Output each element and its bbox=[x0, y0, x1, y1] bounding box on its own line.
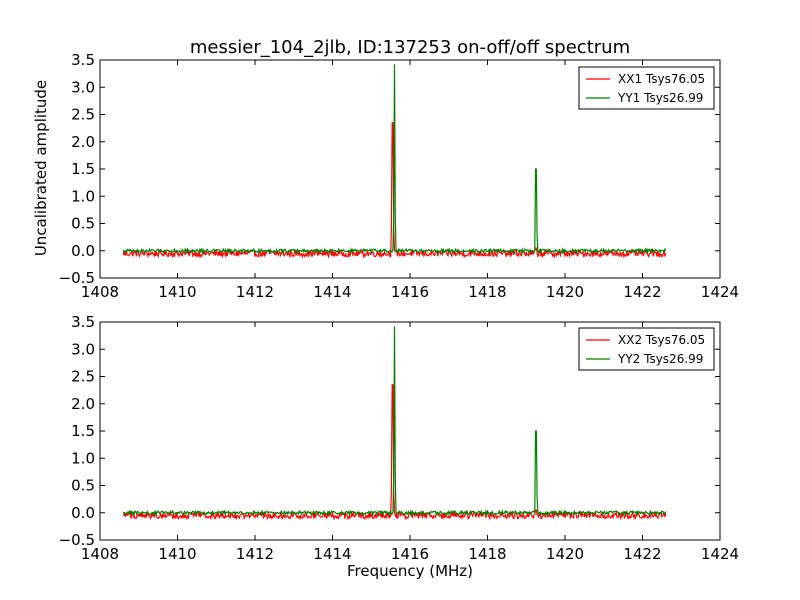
bottom-panel: 1408 1410 1412 1414 1416 1418 1420 1422 1424 −0.5… bbox=[59, 313, 740, 580]
y-tick-label: 2.5 bbox=[71, 106, 95, 124]
chart-title: messier_104_2jlb, ID:137253 on-off/off s… bbox=[190, 37, 630, 58]
y-tick-label: 1.0 bbox=[71, 187, 95, 205]
x-tick-label: 1416 bbox=[391, 283, 429, 301]
legend-box bbox=[578, 327, 715, 371]
y-tick-label: 3.5 bbox=[71, 313, 95, 331]
y-tick-label: 3.5 bbox=[71, 51, 95, 69]
x-tick-label: 1422 bbox=[623, 283, 661, 301]
y-tick-label: 1.0 bbox=[71, 449, 95, 467]
x-tick-label: 1420 bbox=[546, 545, 584, 563]
y-axis-label: Uncalibrated amplitude bbox=[32, 80, 50, 256]
y-tick-label: 0.0 bbox=[71, 504, 95, 522]
y-tick-label: 1.5 bbox=[71, 160, 95, 178]
x-tick-label: 1410 bbox=[158, 283, 196, 301]
x-tick-label: 1418 bbox=[468, 283, 506, 301]
legend-label: YY1 Tsys26.99 bbox=[617, 91, 703, 105]
y-tick-label: 2.0 bbox=[71, 395, 95, 413]
x-tick-label: 1408 bbox=[81, 283, 119, 301]
x-tick-label: 1410 bbox=[158, 545, 196, 563]
top-panel: 1408 1410 1412 1414 1416 1418 1420 1422 1424 −0.5… bbox=[32, 51, 739, 301]
x-tick-label: 1414 bbox=[313, 545, 351, 563]
legend-label: YY2 Tsys26.99 bbox=[617, 352, 703, 366]
y-tick-label: 3.0 bbox=[71, 340, 95, 358]
y-tick-label: 3.0 bbox=[71, 78, 95, 96]
x-tick-label: 1418 bbox=[468, 545, 506, 563]
legend-label: XX2 Tsys76.05 bbox=[618, 333, 705, 347]
y-tick-label: 2.5 bbox=[71, 368, 95, 386]
legend-box bbox=[578, 66, 715, 110]
x-tick-label: 1412 bbox=[236, 283, 274, 301]
y-tick-label: −0.5 bbox=[59, 269, 95, 287]
x-axis-label: Frequency (MHz) bbox=[347, 562, 473, 580]
y-tick-label: −0.5 bbox=[59, 531, 95, 549]
x-tick-label: 1412 bbox=[236, 545, 274, 563]
x-tick-label: 1416 bbox=[391, 545, 429, 563]
y-tick-label: 0.5 bbox=[71, 477, 95, 495]
y-tick-label: 0.5 bbox=[71, 215, 95, 233]
x-tick-label: 1424 bbox=[701, 545, 739, 563]
series-line-yy bbox=[122, 326, 667, 517]
legend: XX2 Tsys76.05 YY2 Tsys26.99 bbox=[578, 327, 715, 371]
y-tick-label: 0.0 bbox=[71, 242, 95, 260]
x-tick-label: 1414 bbox=[313, 283, 351, 301]
legend-label: XX1 Tsys76.05 bbox=[618, 72, 705, 86]
y-tick-label: 2.0 bbox=[71, 133, 95, 151]
series-line-yy bbox=[122, 64, 667, 255]
x-tick-label: 1408 bbox=[81, 545, 119, 563]
x-tick-label: 1422 bbox=[623, 545, 661, 563]
y-tick-label: 1.5 bbox=[71, 422, 95, 440]
legend: XX1 Tsys76.05 YY1 Tsys26.99 bbox=[578, 66, 715, 110]
x-tick-label: 1424 bbox=[701, 283, 739, 301]
x-tick-label: 1420 bbox=[546, 283, 584, 301]
